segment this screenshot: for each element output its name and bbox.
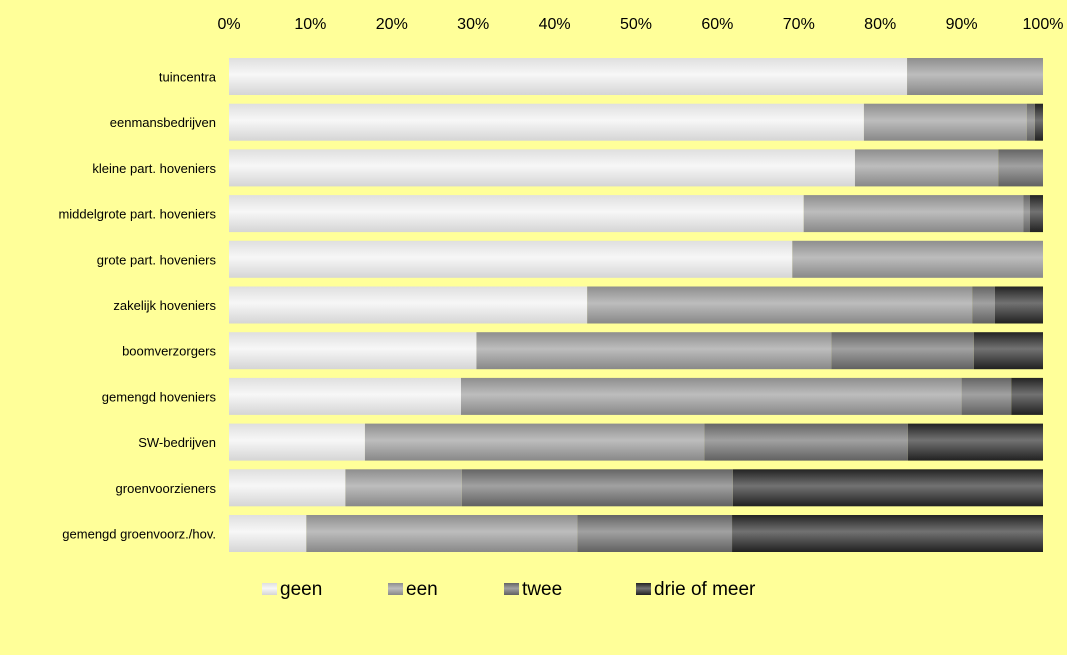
legend: geen een twee drie of meer	[262, 579, 756, 600]
bar-segment-twee	[998, 149, 1043, 187]
category-label: middelgrote part. hoveniers	[58, 207, 216, 222]
bar-segment-twee	[961, 377, 1012, 415]
legend-label: een	[406, 579, 438, 600]
category-label: groenvoorzieners	[116, 481, 217, 496]
bar-segment-twee	[577, 515, 733, 552]
bar-segment-een	[306, 515, 578, 552]
x-tick-label: 50%	[620, 16, 652, 33]
x-tick-label: 60%	[701, 16, 733, 33]
bar-segment-geen	[229, 58, 908, 95]
bar-segment-geen	[229, 423, 365, 461]
x-tick-label: 80%	[864, 16, 896, 33]
bar-segment-twee	[704, 423, 908, 461]
category-label: grote part. hoveniers	[97, 252, 217, 267]
bar-segment-geen	[229, 515, 307, 552]
bar-segment-twee	[461, 469, 733, 507]
x-tick-label: 30%	[457, 16, 489, 33]
legend-label: geen	[280, 579, 322, 600]
bar-segment-drie-of-meer	[907, 423, 1043, 461]
category-label: gemengd groenvoorz./hov.	[62, 527, 216, 542]
x-tick-label: 40%	[539, 16, 571, 33]
category-label: eenmansbedrijven	[110, 115, 216, 130]
x-tick-label: 70%	[783, 16, 815, 33]
category-labels: tuincentra eenmansbedrijven kleine part. h…	[58, 70, 216, 542]
bar-segment-twee	[831, 332, 974, 370]
bar-segment-twee	[1026, 103, 1035, 141]
bar-segment-een	[364, 423, 705, 461]
bar-segment-geen	[229, 240, 793, 278]
category-label: zakelijk hoveniers	[113, 298, 216, 313]
bar-segment-drie-of-meer	[973, 332, 1043, 370]
category-label: kleine part. hoveniers	[92, 161, 216, 176]
bar-segment-een	[476, 332, 832, 370]
bar-segment-een	[863, 103, 1027, 141]
bar-segment-een	[460, 377, 962, 415]
category-label: gemengd hoveniers	[102, 389, 217, 404]
bar-segment-een	[907, 58, 1043, 95]
bar-segment-twee	[972, 286, 995, 324]
bar-segment-geen	[229, 469, 346, 507]
bar-segment-geen	[229, 103, 864, 141]
x-tick-label: 0%	[217, 16, 240, 33]
legend-swatch-een	[388, 583, 403, 595]
bar-segment-drie-of-meer	[732, 469, 1043, 507]
bar-segment-een	[803, 195, 1024, 233]
bar-segment-geen	[229, 286, 588, 324]
bar-segment-een	[854, 149, 999, 187]
bar-segment-een	[587, 286, 973, 324]
bar-segment-drie-of-meer	[994, 286, 1043, 324]
legend-label: drie of meer	[654, 579, 756, 600]
category-label: SW-bedrijven	[138, 435, 216, 450]
bar-segment-twee	[1023, 195, 1030, 233]
legend-swatch-drie-of-meer	[636, 583, 651, 595]
x-tick-label: 100%	[1023, 16, 1064, 33]
x-tick-label: 20%	[376, 16, 408, 33]
bar-segment-drie-of-meer	[1029, 195, 1043, 233]
bar-segment-geen	[229, 195, 804, 233]
category-label: boomverzorgers	[122, 344, 216, 359]
bar-segment-een	[345, 469, 462, 507]
bar-segment-geen	[229, 377, 461, 415]
category-label: tuincentra	[159, 70, 217, 85]
bars	[229, 58, 1043, 552]
bar-segment-drie-of-meer	[1034, 103, 1043, 141]
bar-segment-een	[792, 240, 1043, 278]
bar-segment-geen	[229, 332, 477, 370]
legend-swatch-twee	[504, 583, 519, 595]
legend-label: twee	[522, 579, 562, 600]
bar-segment-drie-of-meer	[1011, 377, 1043, 415]
bar-segment-geen	[229, 149, 855, 187]
x-tick-label: 10%	[294, 16, 326, 33]
legend-swatch-geen	[262, 583, 277, 595]
x-tick-label: 90%	[946, 16, 978, 33]
bar-segment-drie-of-meer	[732, 515, 1043, 552]
x-axis-ticks: 0% 10% 20% 30% 40% 50% 60% 70% 80% 90% 100%	[217, 16, 1063, 33]
